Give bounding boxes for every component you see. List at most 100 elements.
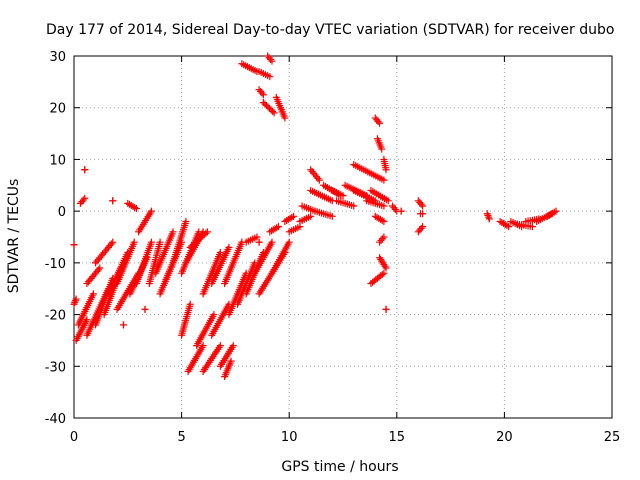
data-point — [259, 91, 267, 99]
y-tick-label: -30 — [45, 360, 66, 375]
data-point — [315, 176, 323, 184]
data-point — [83, 316, 91, 324]
data-point — [378, 216, 386, 224]
data-point — [199, 342, 207, 350]
data-point — [81, 166, 89, 174]
data-point — [380, 176, 388, 184]
data-point — [71, 297, 79, 305]
data-point — [147, 238, 155, 246]
data-point — [290, 212, 298, 220]
data-point — [267, 55, 275, 63]
data-point — [503, 222, 511, 230]
data-point — [262, 101, 270, 109]
data-point — [350, 202, 358, 210]
x-tick-layer: 0 5 10 15 20 25 — [70, 56, 620, 445]
data-point — [550, 208, 558, 216]
data-point — [285, 238, 293, 246]
plot-frame — [73, 55, 613, 419]
data-point — [380, 233, 388, 241]
title-group: Day 177 of 2014, Sidereal Day-to-day VTE… — [46, 22, 614, 38]
data-point — [485, 213, 493, 221]
data-point — [229, 342, 237, 350]
data-point — [417, 200, 425, 208]
data-point — [528, 223, 536, 231]
data-point — [552, 207, 560, 215]
data-point — [417, 224, 425, 232]
data-point — [216, 249, 224, 257]
data-point — [269, 107, 277, 115]
y-tick-label: -20 — [45, 309, 66, 324]
data-point — [328, 212, 336, 220]
y-tick-label: 20 — [49, 102, 66, 117]
data-point — [258, 89, 266, 97]
data-point — [94, 266, 102, 274]
data-point — [267, 106, 275, 114]
data-point — [107, 240, 115, 248]
data-point — [314, 174, 322, 182]
data-point — [382, 305, 390, 313]
data-point — [270, 109, 278, 117]
data-layer — [70, 52, 560, 381]
y-tick-layer: -40 -30 -20 -10 0 10 20 30 — [45, 50, 612, 427]
data-point — [281, 114, 289, 122]
data-point — [203, 228, 211, 236]
data-point — [70, 300, 78, 308]
x-tick-label: 25 — [604, 430, 621, 445]
x-tick-label: 15 — [389, 430, 406, 445]
data-point — [255, 238, 263, 246]
data-point — [109, 197, 117, 205]
y-tick-label: -40 — [45, 412, 66, 427]
data-point — [505, 223, 513, 231]
data-point — [484, 211, 492, 219]
data-point — [264, 103, 272, 111]
grid-layer — [74, 56, 612, 418]
y-tick-label: 30 — [49, 50, 66, 65]
data-point — [483, 210, 491, 218]
data-point — [130, 238, 138, 246]
data-point — [186, 300, 194, 308]
data-point — [419, 202, 427, 210]
data-point — [391, 205, 399, 213]
data-point — [147, 207, 155, 215]
data-point — [384, 197, 392, 205]
x-tick-label: 10 — [281, 430, 298, 445]
data-point — [307, 212, 315, 220]
x-tick-label: 5 — [177, 430, 185, 445]
data-point — [225, 243, 233, 251]
data-point — [381, 262, 389, 270]
data-point — [89, 290, 97, 298]
data-point — [382, 166, 390, 174]
data-point — [268, 238, 276, 246]
data-point — [419, 223, 427, 231]
data-point — [274, 223, 282, 231]
data-point — [79, 196, 87, 204]
data-point — [259, 99, 267, 107]
data-point — [380, 202, 388, 210]
data-point — [380, 269, 388, 277]
data-point — [141, 305, 149, 313]
data-point — [397, 207, 405, 215]
data-point — [378, 235, 386, 243]
data-point — [485, 215, 493, 223]
data-point — [119, 321, 127, 329]
x-tick-label: 20 — [496, 430, 513, 445]
x-tick-label: 0 — [70, 430, 78, 445]
data-point — [210, 311, 218, 319]
data-point — [378, 145, 386, 153]
chart-title: Day 177 of 2014, Sidereal Day-to-day VTE… — [46, 22, 614, 38]
data-point — [227, 357, 235, 365]
data-point — [202, 229, 210, 237]
data-point — [70, 241, 78, 249]
data-point — [182, 217, 190, 225]
x-axis-label: GPS time / hours — [281, 459, 398, 475]
data-point — [72, 295, 80, 303]
data-point — [266, 73, 274, 81]
data-point — [382, 264, 390, 272]
data-point — [96, 264, 104, 272]
data-point — [419, 210, 427, 218]
data-point — [261, 100, 269, 108]
y-tick-label: -10 — [45, 257, 66, 272]
data-point — [131, 204, 139, 212]
data-point — [288, 213, 296, 221]
